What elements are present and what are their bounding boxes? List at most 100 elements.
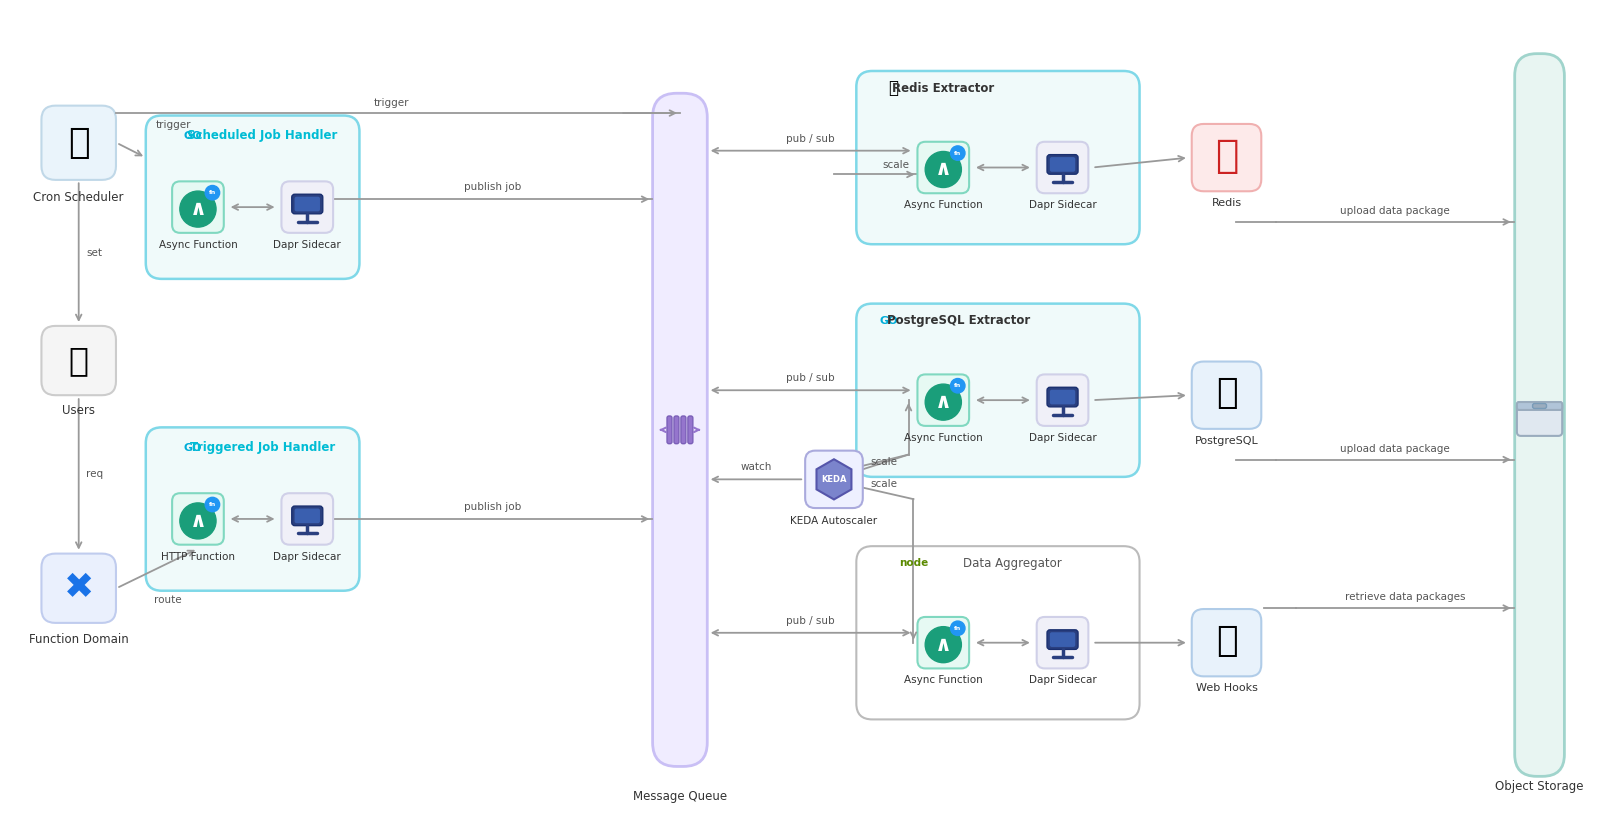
FancyBboxPatch shape <box>146 115 360 279</box>
Text: Triggered Job Handler: Triggered Job Handler <box>190 442 334 454</box>
Text: 🐘: 🐘 <box>1216 376 1237 410</box>
Text: ∧: ∧ <box>934 392 952 413</box>
FancyBboxPatch shape <box>291 194 323 214</box>
Text: fn: fn <box>954 383 962 388</box>
Text: retrieve data packages: retrieve data packages <box>1344 592 1466 602</box>
Text: Dapr Sidecar: Dapr Sidecar <box>1029 200 1096 210</box>
Text: pub / sub: pub / sub <box>786 374 835 383</box>
Circle shape <box>179 191 216 227</box>
FancyBboxPatch shape <box>856 71 1139 244</box>
Text: PostgreSQL Extractor: PostgreSQL Extractor <box>886 315 1030 328</box>
Text: HTTP Function: HTTP Function <box>162 552 235 562</box>
FancyBboxPatch shape <box>1192 609 1261 676</box>
Polygon shape <box>816 459 851 500</box>
Text: Users: Users <box>62 403 94 417</box>
FancyBboxPatch shape <box>688 416 693 444</box>
Text: req: req <box>86 470 102 480</box>
FancyBboxPatch shape <box>294 197 320 212</box>
Text: ∧: ∧ <box>189 199 206 219</box>
Text: Dapr Sidecar: Dapr Sidecar <box>274 240 341 250</box>
Text: GO: GO <box>184 442 202 452</box>
Circle shape <box>925 151 962 188</box>
FancyBboxPatch shape <box>1050 632 1075 647</box>
Circle shape <box>925 627 962 662</box>
Text: Async Function: Async Function <box>904 200 982 210</box>
FancyBboxPatch shape <box>1050 157 1075 172</box>
FancyBboxPatch shape <box>667 416 672 444</box>
Text: upload data package: upload data package <box>1341 444 1450 454</box>
FancyBboxPatch shape <box>1037 142 1088 193</box>
FancyBboxPatch shape <box>294 509 320 523</box>
Text: scale: scale <box>882 159 909 169</box>
Text: publish job: publish job <box>464 183 522 193</box>
Text: Async Function: Async Function <box>158 240 237 250</box>
FancyBboxPatch shape <box>917 142 970 193</box>
Text: ∧: ∧ <box>189 511 206 531</box>
FancyBboxPatch shape <box>1192 362 1261 429</box>
Circle shape <box>205 185 219 200</box>
FancyBboxPatch shape <box>1050 390 1075 404</box>
Text: Dapr Sidecar: Dapr Sidecar <box>1029 432 1096 442</box>
Text: Dapr Sidecar: Dapr Sidecar <box>274 552 341 562</box>
Text: 🗄: 🗄 <box>1214 137 1238 174</box>
FancyBboxPatch shape <box>282 493 333 544</box>
Text: Async Function: Async Function <box>904 676 982 686</box>
Text: KEDA Autoscaler: KEDA Autoscaler <box>790 516 877 526</box>
FancyBboxPatch shape <box>282 182 333 233</box>
Text: 🐍: 🐍 <box>888 80 899 97</box>
Circle shape <box>925 384 962 420</box>
Text: Object Storage: Object Storage <box>1496 779 1584 793</box>
Text: upload data package: upload data package <box>1341 206 1450 216</box>
Text: ✖: ✖ <box>64 571 94 605</box>
FancyBboxPatch shape <box>917 617 970 668</box>
FancyBboxPatch shape <box>42 554 115 622</box>
Text: Redis Extractor: Redis Extractor <box>893 82 995 95</box>
Circle shape <box>950 146 965 160</box>
FancyBboxPatch shape <box>856 546 1139 720</box>
FancyBboxPatch shape <box>173 182 224 233</box>
FancyBboxPatch shape <box>42 105 115 180</box>
Text: fn: fn <box>954 150 962 155</box>
FancyBboxPatch shape <box>1046 154 1078 174</box>
Text: set: set <box>86 247 102 257</box>
FancyBboxPatch shape <box>1515 54 1565 776</box>
Text: Data Aggregator: Data Aggregator <box>963 557 1062 570</box>
FancyBboxPatch shape <box>1517 402 1562 436</box>
FancyBboxPatch shape <box>1046 388 1078 407</box>
Text: fn: fn <box>954 626 962 631</box>
Text: Scheduled Job Handler: Scheduled Job Handler <box>187 129 338 142</box>
Text: publish job: publish job <box>464 502 522 512</box>
FancyBboxPatch shape <box>173 493 224 544</box>
Text: Web Hooks: Web Hooks <box>1195 683 1258 693</box>
Text: Redis: Redis <box>1211 198 1242 208</box>
Text: PostgreSQL: PostgreSQL <box>1195 436 1258 446</box>
Text: scale: scale <box>870 457 898 466</box>
Text: 👥: 👥 <box>69 344 88 377</box>
Text: pub / sub: pub / sub <box>786 134 835 144</box>
FancyBboxPatch shape <box>1533 403 1547 408</box>
FancyBboxPatch shape <box>291 506 323 525</box>
FancyBboxPatch shape <box>674 416 678 444</box>
Circle shape <box>950 621 965 636</box>
FancyBboxPatch shape <box>42 326 115 395</box>
Circle shape <box>950 378 965 393</box>
Circle shape <box>179 503 216 539</box>
FancyBboxPatch shape <box>805 451 862 508</box>
Text: Async Function: Async Function <box>904 432 982 442</box>
Text: ∧: ∧ <box>934 159 952 179</box>
Text: KEDA: KEDA <box>821 475 846 484</box>
Text: Message Queue: Message Queue <box>634 789 726 803</box>
Circle shape <box>205 497 219 512</box>
Text: route: route <box>154 595 182 605</box>
FancyBboxPatch shape <box>653 93 707 766</box>
Text: trigger: trigger <box>374 98 410 108</box>
FancyBboxPatch shape <box>1517 402 1562 410</box>
Text: trigger: trigger <box>155 120 190 130</box>
FancyBboxPatch shape <box>856 304 1139 477</box>
Text: 🕐: 🕐 <box>67 126 90 159</box>
Text: GO: GO <box>880 316 898 326</box>
FancyBboxPatch shape <box>146 427 360 591</box>
Text: fn: fn <box>208 502 216 507</box>
Text: scale: scale <box>870 479 898 490</box>
Text: watch: watch <box>741 462 771 472</box>
